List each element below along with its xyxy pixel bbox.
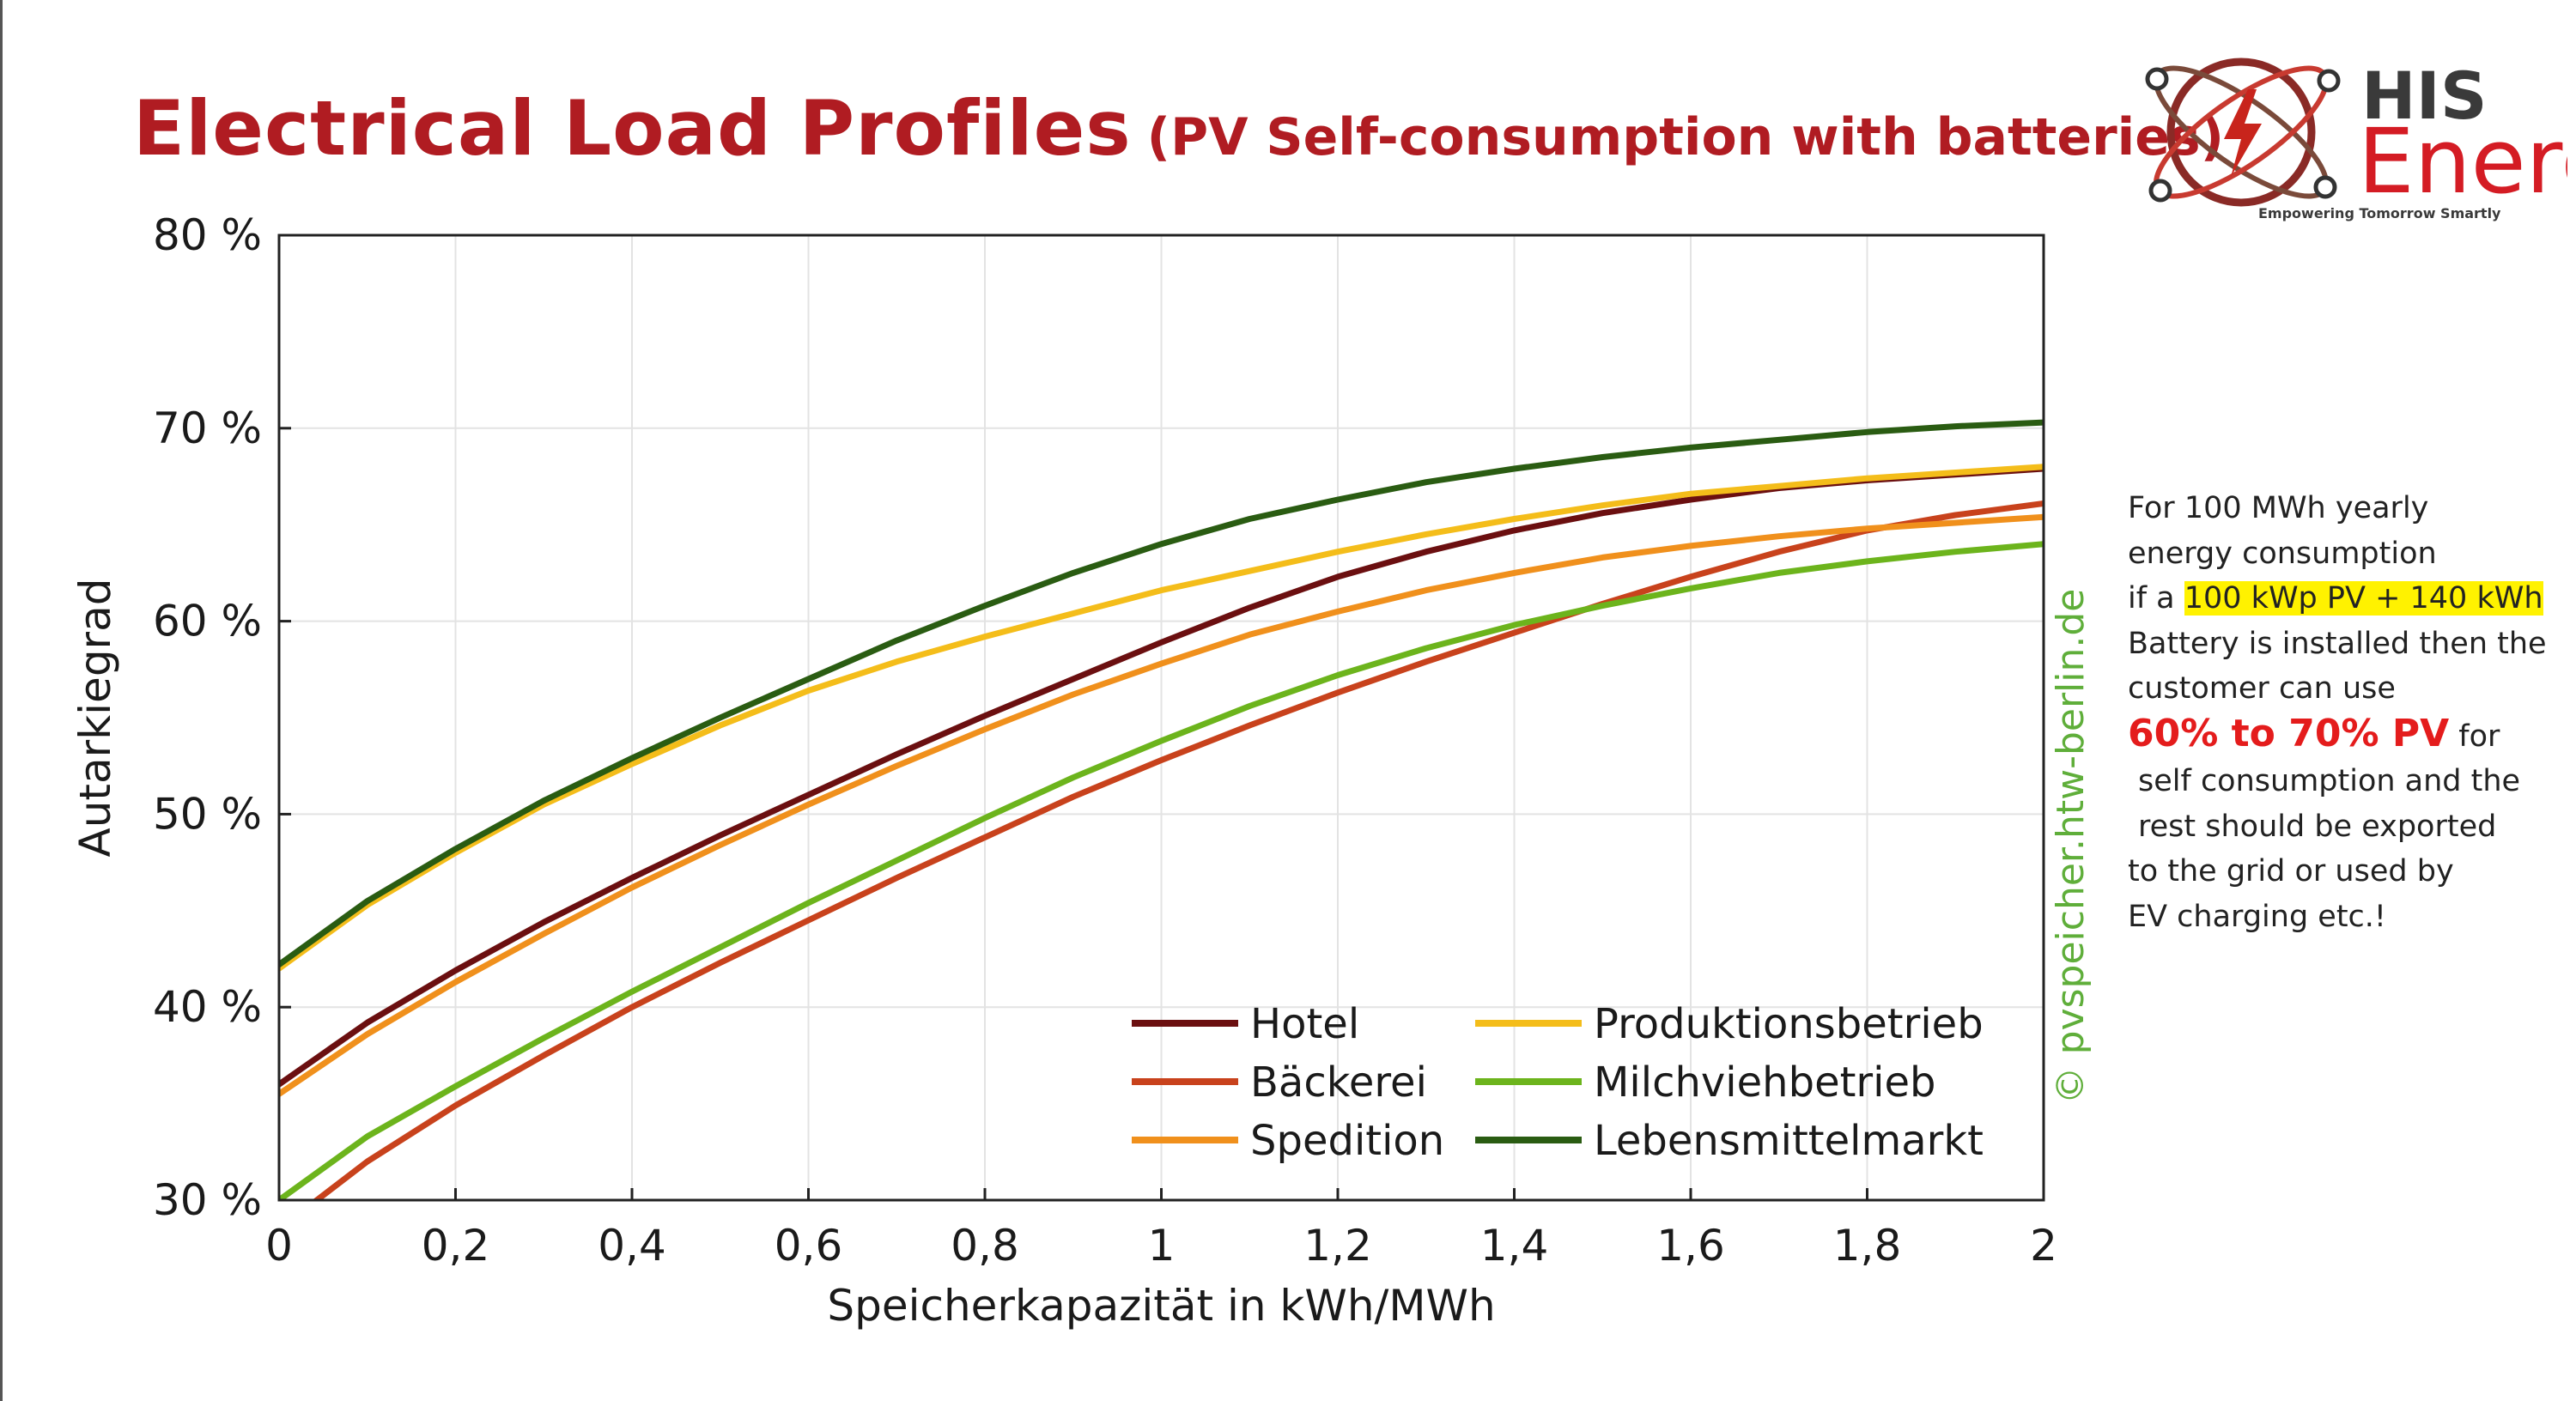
- series-layer: [279, 419, 2044, 1200]
- legend: Hotel Bäckerei Spedition Produktionsbetrieb…: [1132, 1000, 1984, 1165]
- series-line: [279, 419, 2044, 968]
- title-main: Electrical Load Profiles: [133, 84, 1132, 173]
- note-highlight: 100 kWp PV + 140 kWh: [2184, 581, 2543, 616]
- x-tick-label: 1,2: [1303, 1221, 1372, 1271]
- x-tick-label: 2: [2030, 1221, 2057, 1271]
- x-axis-label: Speicherkapazität in kWh/MWh: [827, 1281, 1495, 1331]
- y-tick-label: 40 %: [153, 982, 262, 1032]
- legend-item: Milchviehbetrieb: [1594, 1058, 1935, 1107]
- note-line-10: EV charging etc.!: [2128, 899, 2386, 934]
- x-tick-label: 1: [1148, 1221, 1176, 1271]
- x-tick-label: 0: [265, 1221, 293, 1271]
- series-line: [279, 464, 2044, 972]
- note-line-9: to the grid or used by: [2128, 854, 2454, 889]
- note-line-3: if a 100 kWp PV + 140 kWh: [2128, 576, 2566, 622]
- left-border: [0, 0, 3, 1401]
- x-tick-label: 0,4: [598, 1221, 666, 1271]
- logo-brand-top: HIS: [2361, 58, 2488, 134]
- series-line: [312, 500, 2044, 1200]
- y-tick-label: 30 %: [153, 1175, 262, 1225]
- note-line-6-suffix: for: [2449, 719, 2500, 754]
- y-tick-label: 60 %: [153, 597, 262, 646]
- series-line: [279, 513, 2044, 1097]
- legend-item: Produktionsbetrieb: [1594, 1000, 1984, 1048]
- note-line-1: For 100 MWh yearly: [2128, 491, 2429, 525]
- note-line-8: rest should be exported: [2138, 809, 2497, 844]
- y-tick-label: 70 %: [153, 403, 262, 453]
- x-tick-label: 0,6: [775, 1221, 843, 1271]
- logo-brand-bottom: Energy: [2358, 109, 2567, 214]
- legend-item: Spedition: [1250, 1117, 1444, 1165]
- series-line: [279, 541, 2044, 1200]
- logo: HIS Energy Empowering Tomorrow Smartly: [2145, 58, 2567, 221]
- y-axis-label: Autarkiegrad: [70, 579, 120, 858]
- x-tick-label: 1,8: [1833, 1221, 1902, 1271]
- x-tick-label: 1,4: [1480, 1221, 1549, 1271]
- note-line-7: self consumption and the: [2138, 764, 2521, 798]
- note-line-5: customer can use: [2128, 671, 2396, 706]
- series-line: [279, 465, 2044, 1088]
- tick-labels: 0 0,2 0,4 0,6 0,8 1 1,2 1,4 1,6 1,8 2 30 % 40 % 50 % 6…: [153, 210, 2057, 1271]
- watermark: © pvspeicher.htw-berlin.de: [2049, 589, 2093, 1105]
- title-subtitle: (PV Self-consumption with batteries): [1146, 107, 2225, 167]
- y-tick-label: 50 %: [153, 789, 262, 839]
- legend-item: Hotel: [1250, 1000, 1359, 1048]
- note-line-3-prefix: if a: [2128, 581, 2184, 616]
- atom-lightning-icon: [2145, 58, 2341, 207]
- y-tick-label: 80 %: [153, 210, 262, 260]
- note-emphasis: 60% to 70% PV: [2128, 711, 2450, 755]
- x-tick-label: 0,2: [422, 1221, 490, 1271]
- page-title: Electrical Load Profiles (PV Self-consump…: [133, 84, 2224, 173]
- x-tick-label: 0,8: [951, 1221, 1019, 1271]
- info-note: For 100 MWh yearly energy consumption if…: [2128, 486, 2566, 939]
- legend-item: Lebensmittelmarkt: [1594, 1117, 1984, 1165]
- x-tick-label: 1,6: [1656, 1221, 1725, 1271]
- legend-item: Bäckerei: [1250, 1058, 1427, 1107]
- note-line-2: energy consumption: [2128, 536, 2437, 571]
- note-line-6: 60% to 70% PV for: [2128, 712, 2566, 760]
- logo-tagline: Empowering Tomorrow Smartly: [2258, 205, 2501, 221]
- note-line-4: Battery is installed then the: [2128, 626, 2547, 661]
